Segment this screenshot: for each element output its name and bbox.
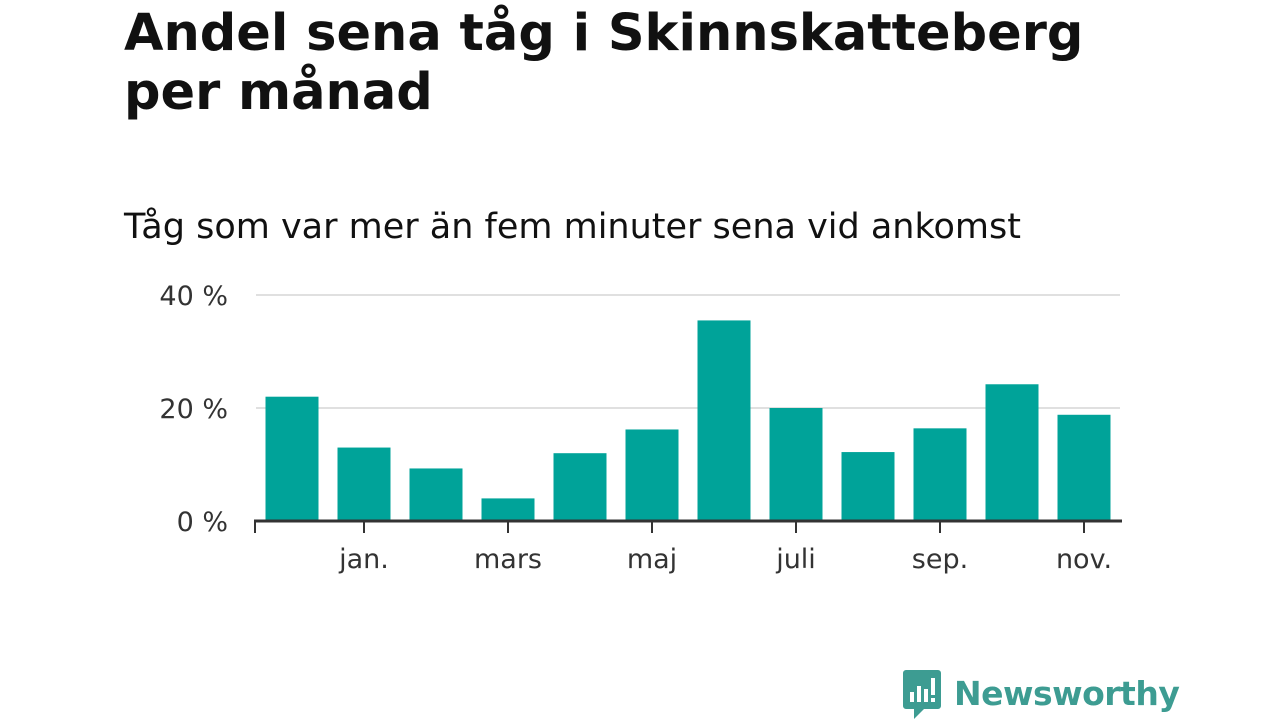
x-tick-label: mars (474, 544, 542, 575)
x-tick-label: nov. (1056, 544, 1112, 575)
tick-labels: 0 % 20 % 40 % jan. mars maj juli sep. nov. (159, 281, 1112, 575)
y-tick-label: 40 % (159, 281, 228, 312)
bar (337, 447, 391, 521)
x-axis (254, 519, 1122, 533)
bar (1057, 414, 1111, 521)
bars (265, 320, 1111, 521)
x-tick-label: maj (627, 544, 677, 575)
y-tick-label: 20 % (159, 394, 228, 425)
bar (913, 428, 967, 521)
x-tick-label: juli (775, 544, 816, 575)
bar (265, 396, 319, 521)
bar (769, 408, 823, 521)
chart-title: Andel sena tåg i Skinnskatteberg per mån… (124, 4, 1084, 122)
bar (409, 468, 463, 521)
newsworthy-logo-text: Newsworthy (954, 674, 1180, 713)
bar (625, 429, 679, 521)
bar (985, 384, 1039, 521)
y-tick-label: 0 % (177, 507, 228, 538)
bar (841, 452, 895, 521)
x-tick-label: sep. (912, 544, 968, 575)
bar (697, 320, 751, 521)
chart-subtitle: Tåg som var mer än fem minuter sena vid … (124, 207, 1021, 247)
bar (481, 498, 535, 521)
newsworthy-logo-icon (903, 670, 941, 719)
gridlines (256, 294, 1120, 409)
bar (553, 453, 607, 521)
x-tick-label: jan. (338, 544, 389, 575)
newsworthy-logo: Newsworthy (902, 668, 1180, 720)
